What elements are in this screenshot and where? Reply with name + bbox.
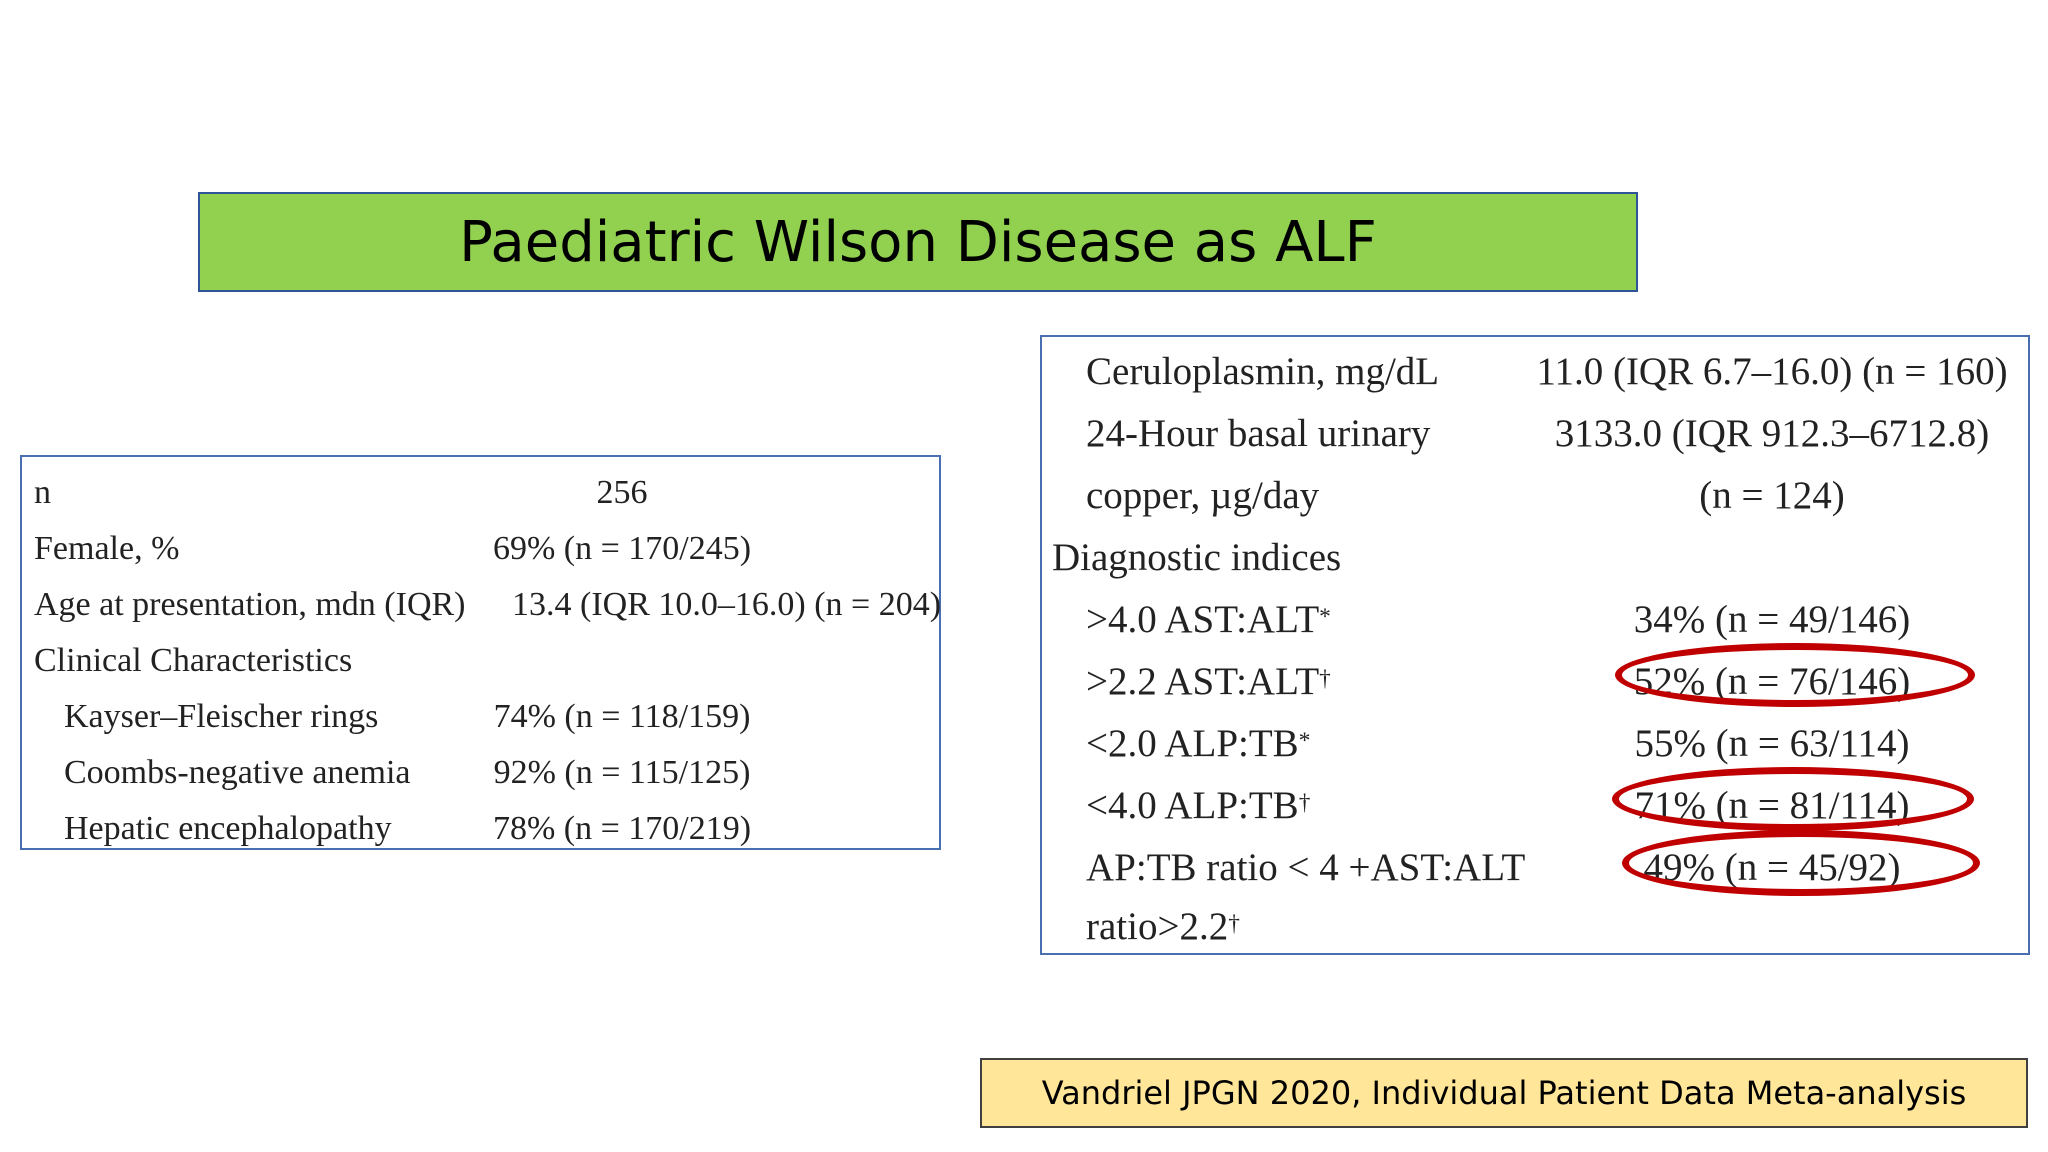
row-label: <2.0 ALP:TB* [1086,722,1311,765]
row-value: 74% (n = 118/159) [493,698,751,735]
table-row: Diagnostic indices [1042,527,2028,589]
row-value: 55% (n = 63/114) [1634,722,1910,765]
table-row: Ceruloplasmin, mg/dL 11.0 (IQR 6.7–16.0)… [1042,341,2028,403]
table-row: Hepatic encephalopathy 78% (n = 170/219) [22,801,939,857]
slide-title: Paediatric Wilson Disease as ALF [459,209,1377,275]
highlight-circle-alp-tb [1612,767,1974,831]
row-label: ratio>2.2† [1086,905,1240,948]
table-row: <2.0 ALP:TB* 55% (n = 63/114) [1042,713,2028,775]
row-value: 34% (n = 49/146) [1633,598,1911,641]
footnote-marker: * [1319,603,1331,630]
table-row: n 256 [22,465,939,521]
row-label: Hepatic encephalopathy [64,810,392,847]
row-label: Ceruloplasmin, mg/dL [1086,350,1440,393]
citation-box: Vandriel JPGN 2020, Individual Patient D… [980,1058,2028,1128]
row-value: 69% (n = 170/245) [492,530,752,567]
row-label: >2.2 AST:ALT† [1086,660,1331,703]
row-label: <4.0 ALP:TB† [1086,784,1311,827]
table-row: ratio>2.2† [1042,899,2028,955]
row-value: 13.4 (IQR 10.0–16.0) (n = 204) [512,586,942,623]
row-value: 3133.0 (IQR 912.3–6712.8) [1554,412,1990,455]
row-label: Female, % [34,530,180,567]
footnote-marker: † [1319,665,1331,692]
table-row: Coombs-negative anemia 92% (n = 115/125) [22,745,939,801]
row-value: 11.0 (IQR 6.7–16.0) (n = 160) [1536,350,2008,393]
footnote-marker: † [1298,789,1311,816]
table-row: Female, % 69% (n = 170/245) [22,521,939,577]
footnote-marker: † [1228,910,1240,937]
table-row: 24-Hour basal urinary 3133.0 (IQR 912.3–… [1042,403,2028,465]
row-label: Diagnostic indices [1052,536,1342,579]
row-value: 78% (n = 170/219) [492,810,752,847]
row-label: 24-Hour basal urinary [1086,412,1431,455]
row-label: Coombs-negative anemia [64,754,411,791]
footnote-marker: * [1298,727,1311,754]
row-label: Kayser–Fleischer rings [64,698,379,735]
row-label: AP:TB ratio < 4 +AST:ALT [1086,846,1526,889]
row-label: Age at presentation, mdn (IQR) [34,586,466,623]
table-row: Kayser–Fleischer rings 74% (n = 118/159) [22,689,939,745]
slide-title-banner: Paediatric Wilson Disease as ALF [198,192,1638,292]
highlight-circle-ast-alt [1615,643,1975,707]
table-row: Clinical Characteristics [22,633,939,689]
row-value: (n = 124) [1699,474,1845,517]
row-value: 256 [596,474,648,511]
row-label: >4.0 AST:ALT* [1086,598,1331,641]
row-label: Clinical Characteristics [34,642,353,679]
highlight-circle-combined [1622,830,1980,896]
row-value: 92% (n = 115/125) [493,754,751,791]
demographics-table: n 256 Female, % 69% (n = 170/245) Age at… [20,455,941,850]
citation-text: Vandriel JPGN 2020, Individual Patient D… [1041,1074,1967,1112]
table-row: Age at presentation, mdn (IQR) 13.4 (IQR… [22,577,942,633]
table-row: >4.0 AST:ALT* 34% (n = 49/146) [1042,589,2028,651]
row-label: copper, µg/day [1086,474,1320,517]
table-row: copper, µg/day (n = 124) [1042,465,2028,527]
row-label: n [34,474,51,511]
